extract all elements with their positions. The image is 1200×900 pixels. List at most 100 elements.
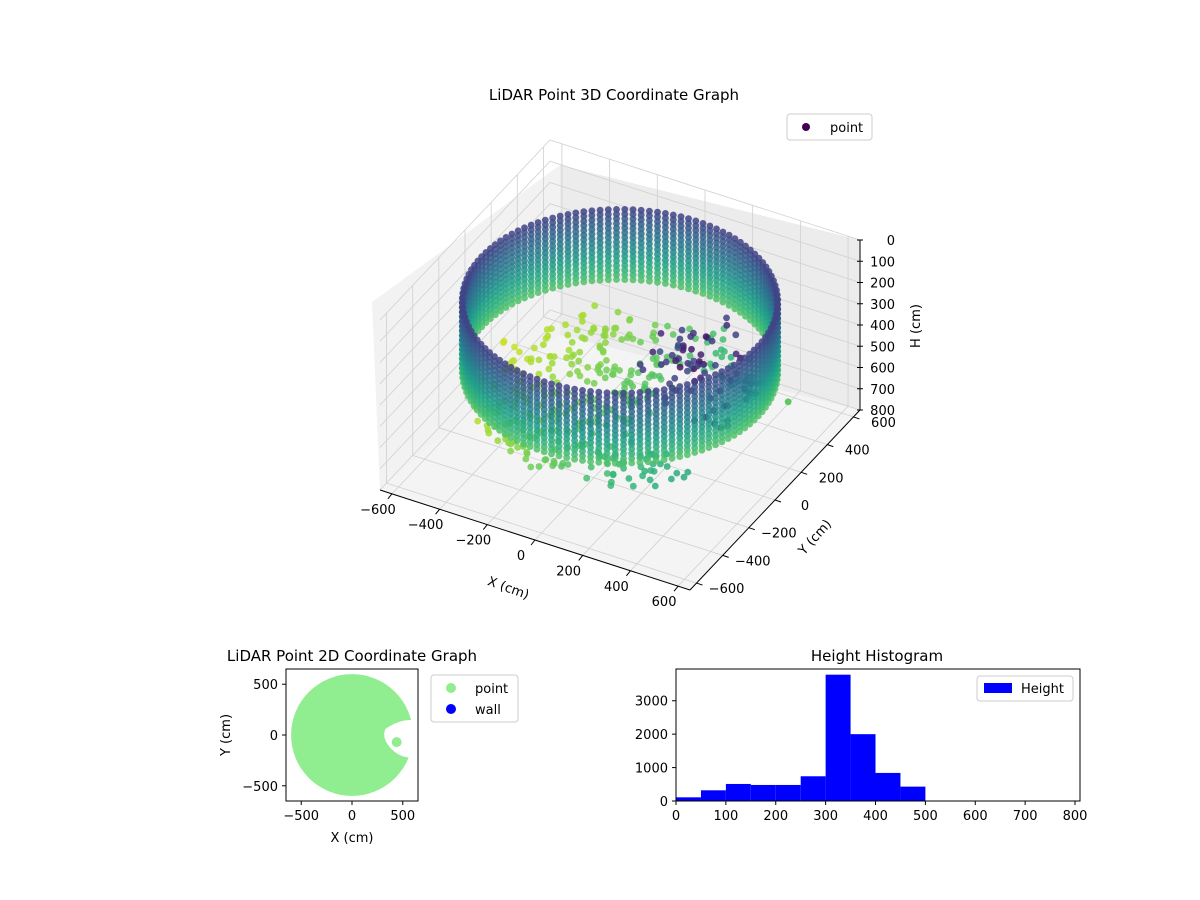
lidar-point — [496, 380, 503, 387]
lidar-point — [713, 230, 720, 238]
lidar-point — [501, 407, 509, 414]
lidar-point — [669, 216, 677, 224]
lidar-point — [737, 262, 744, 269]
lidar-point — [542, 456, 550, 463]
lidar-point — [683, 451, 691, 459]
lidar-point — [731, 286, 739, 294]
lidar-point — [603, 398, 611, 406]
lidar-point — [534, 228, 542, 236]
lidar-point — [579, 419, 586, 427]
lidar-point — [507, 429, 515, 437]
lidar-point — [579, 410, 586, 418]
lidar-point — [507, 410, 515, 418]
lidar-point — [520, 416, 527, 424]
lidar-point — [637, 239, 645, 247]
lidar-point — [662, 270, 669, 278]
lidar-point — [497, 242, 504, 250]
lidar-point — [572, 242, 580, 250]
lidar-point — [526, 377, 534, 385]
lidar-point — [534, 265, 542, 273]
lidar-point — [611, 450, 619, 458]
lidar-point — [513, 437, 521, 445]
lidar-point — [683, 427, 691, 435]
lidar-point — [698, 446, 706, 454]
lidar-point — [736, 428, 743, 436]
lidar-point — [596, 276, 604, 284]
lidar-point — [600, 331, 608, 339]
lidar-point — [628, 440, 636, 448]
lidar-point — [541, 226, 549, 233]
x-tick-3d — [578, 555, 584, 561]
lidar-point — [603, 431, 611, 439]
lidar-point — [628, 445, 636, 453]
lidar-point — [677, 213, 685, 221]
y-tick-3d — [696, 582, 703, 586]
lidar-point — [668, 431, 676, 439]
lidar-point — [692, 278, 700, 286]
lidar-point — [719, 237, 727, 245]
histogram-frame — [675, 668, 1081, 802]
lidar-point — [660, 404, 668, 412]
lidar-point — [595, 402, 603, 410]
lidar-point — [508, 235, 516, 243]
lidar-point — [676, 429, 684, 437]
lidar-point — [677, 255, 685, 263]
lidar-point — [725, 297, 733, 305]
lidar-point — [548, 427, 555, 434]
lidar-point — [713, 281, 720, 289]
lidar-point — [508, 358, 516, 365]
lidar-point — [579, 452, 586, 460]
lidar-point — [555, 391, 563, 399]
lidar-point — [533, 417, 541, 425]
lidar-point — [662, 242, 669, 250]
lidar-point — [541, 235, 549, 243]
y-tick-label-3d: −400 — [735, 554, 771, 569]
lidar-point — [751, 250, 759, 258]
legend-3d: point — [786, 113, 873, 141]
lidar-point — [587, 448, 594, 456]
plot-3d: LiDAR Point 3D Coordinate Graph −600 −400… — [360, 86, 924, 610]
lidar-point — [558, 462, 565, 470]
lidar-point — [611, 394, 619, 402]
lidar-point — [705, 425, 713, 433]
lidar-point — [477, 340, 485, 348]
lidar-point — [741, 405, 749, 413]
lidar-point — [613, 206, 620, 213]
lidar-point — [668, 454, 676, 462]
lidar-point — [637, 258, 645, 266]
lidar-point — [596, 253, 604, 261]
lidar-point — [534, 223, 542, 231]
lidar-point — [705, 444, 713, 451]
lidar-point — [705, 406, 713, 414]
lidar-point — [549, 280, 557, 287]
lidar-point — [662, 233, 669, 241]
lidar-point — [737, 290, 744, 298]
lidar-point — [602, 325, 609, 333]
lidar-point — [587, 444, 594, 451]
lidar-point — [564, 461, 572, 468]
legend-3d-marker — [802, 123, 810, 131]
lidar-point — [724, 393, 732, 400]
lidar-point — [620, 427, 627, 434]
lidar-point — [736, 372, 743, 379]
lidar-point — [522, 455, 530, 463]
lidar-point — [620, 459, 627, 467]
lidar-point — [502, 262, 510, 269]
x-tick-label-3d: −200 — [455, 534, 491, 549]
lidar-point — [730, 371, 738, 378]
lidar-point — [706, 227, 714, 235]
lidar-point — [496, 394, 503, 401]
lidar-point — [654, 246, 661, 253]
lidar-point — [719, 298, 727, 306]
lidar-point — [683, 423, 691, 430]
lidar-point — [549, 237, 557, 245]
lidar-point — [526, 443, 534, 450]
lidar-point — [541, 286, 549, 294]
lidar-point — [636, 454, 644, 462]
y-tick-label-hist: 2000 — [635, 728, 668, 743]
lidar-point — [603, 403, 611, 411]
z-tick-label-3d: 300 — [870, 298, 895, 313]
lidar-point — [607, 482, 615, 489]
lidar-point — [497, 288, 504, 296]
y-tick-3d — [800, 471, 808, 475]
